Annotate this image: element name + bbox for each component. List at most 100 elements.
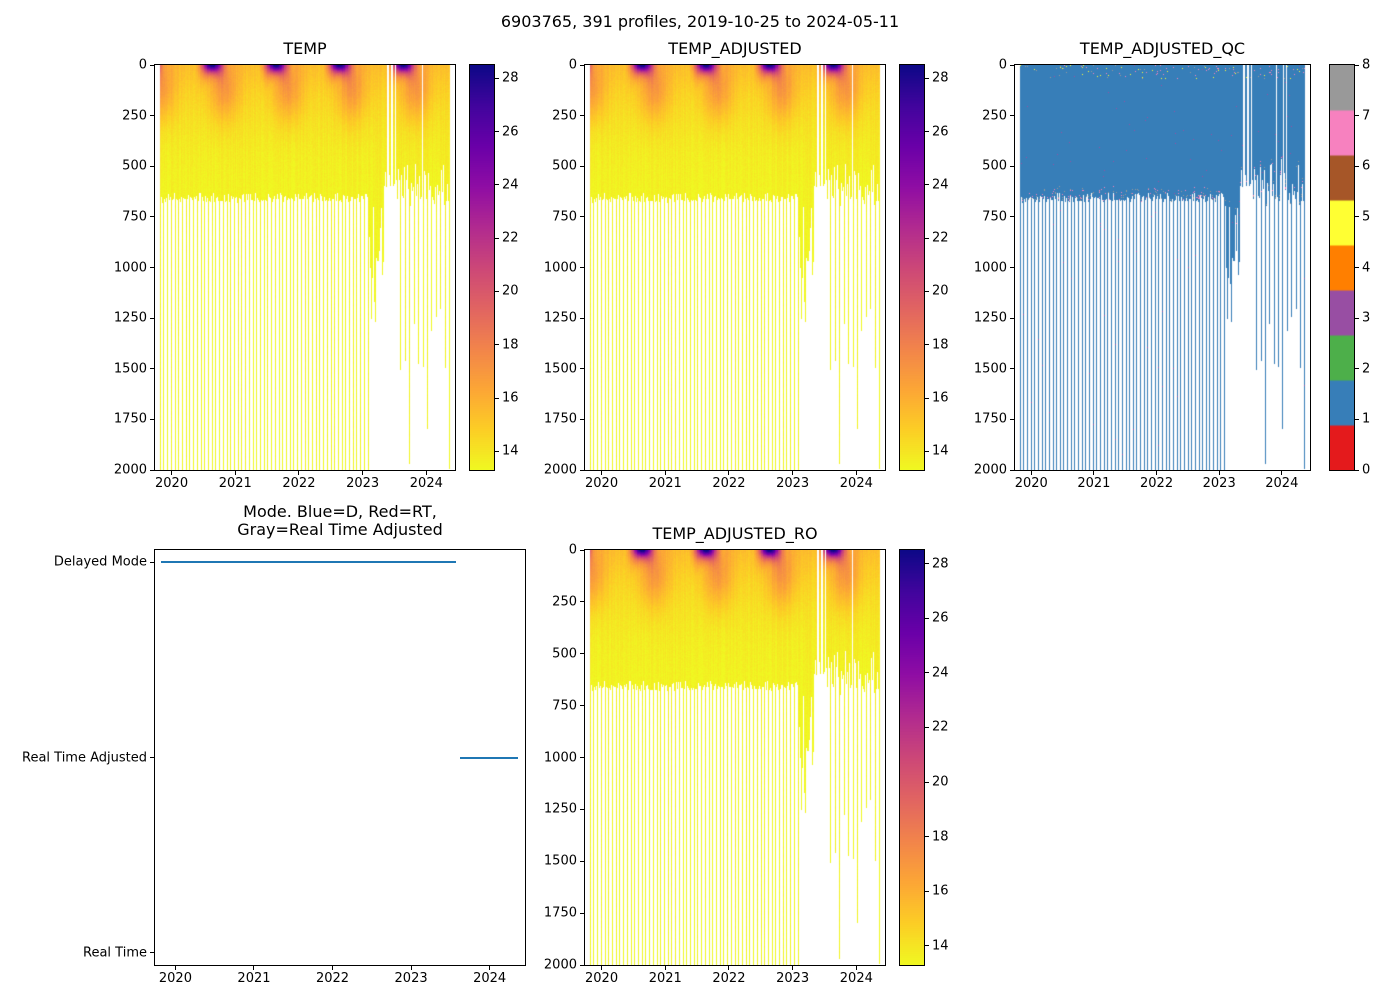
temp-adjusted-colorbar-tick-label: 22 <box>932 230 949 246</box>
mode-x-tick-label: 2023 <box>394 971 428 986</box>
temp-y-tickmark <box>150 115 154 117</box>
temp-adjusted-ro-x-tickmark <box>601 966 603 970</box>
temp-adjusted-x-tickmark <box>664 471 666 475</box>
temp-adjusted-x-tick-label: 2021 <box>648 476 682 491</box>
temp-adjusted-y-tickmark <box>580 317 584 319</box>
mode-y-tickmark <box>150 561 154 563</box>
temp-x-tick-label: 2023 <box>346 476 380 491</box>
temp-adjusted-qc-y-tick-label: 2000 <box>973 462 1007 478</box>
temp-adjusted-qc-colorbar <box>1329 64 1355 471</box>
temp-adjusted-ro-colorbar-tick-label: 28 <box>932 556 949 572</box>
temp-adjusted-colorbar-tick-label: 26 <box>932 124 949 140</box>
temp-adjusted-ro-y-tickmark <box>580 860 584 862</box>
temp-adjusted-y-tick-label: 500 <box>552 158 577 174</box>
temp-adjusted-ro-x-tick-label: 2022 <box>712 971 746 986</box>
temp-colorbar-tick-label: 16 <box>502 390 519 406</box>
temp-adjusted-colorbar-tickmark <box>925 344 929 346</box>
temp-adjusted-x-tickmark <box>855 471 857 475</box>
temp-adjusted-ro-y-tick-label: 1000 <box>543 750 577 765</box>
temp-adjusted-ro-y-tickmark <box>580 912 584 914</box>
temp-adjusted-qc-colorbar-tick-label: 7 <box>1362 108 1371 124</box>
temp-adjusted-ro-x-tickmark <box>792 966 794 970</box>
temp-y-tickmark <box>150 317 154 319</box>
temp-adjusted-ro-colorbar-tickmark <box>925 945 929 947</box>
temp-y-tick-label: 750 <box>122 209 147 225</box>
temp-adjusted-colorbar-tickmark <box>925 131 929 133</box>
temp-adjusted-x-tickmark <box>792 471 794 475</box>
temp-adjusted-qc-colorbar-tickmark <box>1355 115 1359 117</box>
temp-adjusted-qc-colorbar-tick-label: 3 <box>1362 310 1371 326</box>
temp-adjusted-ro-x-tickmark <box>855 966 857 970</box>
temp-y-tickmark <box>150 267 154 268</box>
temp-adjusted-ro-colorbar-tickmark <box>925 672 929 674</box>
temp-adjusted-qc-y-tickmark <box>1010 115 1014 117</box>
temp-colorbar <box>469 64 495 471</box>
temp-adjusted-qc-x-tick-label: 2020 <box>1014 476 1048 491</box>
temp-colorbar-tickmark <box>495 77 499 79</box>
temp-adjusted-colorbar-tickmark <box>925 397 929 399</box>
temp-adjusted-ro-heatmap-canvas <box>584 549 886 966</box>
temp-adjusted-ro-colorbar-tickmark <box>925 836 929 838</box>
temp-adjusted-y-tickmark <box>580 165 584 167</box>
temp-adjusted-qc-heatmap-canvas <box>1014 64 1311 471</box>
mode-line-real-time-adjusted <box>459 756 518 759</box>
temp-y-tickmark <box>150 216 154 218</box>
temp-adjusted-ro-y-tickmark <box>580 705 584 707</box>
temp-adjusted-ro-colorbar-tickmark <box>925 781 929 783</box>
temp-adjusted-ro-colorbar-tick-label: 26 <box>932 610 949 626</box>
temp-adjusted-y-tick-label: 1250 <box>543 310 577 326</box>
mode-x-tickmark <box>410 966 412 970</box>
temp-adjusted-qc-colorbar-tick-label: 4 <box>1362 260 1371 275</box>
temp-adjusted-qc-y-tick-label: 0 <box>998 57 1007 73</box>
mode-line-delayed-mode <box>160 561 456 564</box>
temp-adjusted-y-tickmark <box>580 469 584 471</box>
temp-adjusted-colorbar-tickmark <box>925 450 929 452</box>
mode-x-tick-label: 2020 <box>158 971 192 986</box>
temp-colorbar-tickmark <box>495 290 499 292</box>
temp-y-tick-label: 1000 <box>113 260 147 275</box>
temp-adjusted-ro-y-tickmark <box>580 964 584 966</box>
temp-adjusted-colorbar-tickmark <box>925 77 929 79</box>
temp-adjusted-colorbar-tick-label: 28 <box>932 70 949 86</box>
temp-adjusted-x-tickmark <box>601 471 603 475</box>
mode-x-tickmark <box>174 966 176 970</box>
temp-colorbar-tick-label: 22 <box>502 230 519 246</box>
temp-adjusted-qc-colorbar-tickmark <box>1355 469 1359 471</box>
temp-colorbar-tick-label: 18 <box>502 337 519 353</box>
temp-adjusted-ro-colorbar <box>899 549 925 966</box>
temp-adjusted-x-tick-label: 2020 <box>585 476 619 491</box>
temp-adjusted-qc-x-tick-label: 2024 <box>1265 476 1299 491</box>
subplot-title-temp-adjusted-ro: TEMP_ADJUSTED_RO <box>652 524 818 543</box>
mode-x-tickmark <box>332 966 334 970</box>
temp-colorbar-tick-label: 24 <box>502 177 519 193</box>
temp-adjusted-x-tick-label: 2022 <box>712 476 746 491</box>
mode-category-label: Real Time <box>83 945 147 961</box>
temp-adjusted-ro-y-tick-label: 0 <box>568 542 577 558</box>
temp-adjusted-ro-colorbar-tickmark <box>925 617 929 619</box>
temp-adjusted-qc-x-tickmark <box>1093 471 1095 475</box>
temp-adjusted-ro-colorbar-tickmark <box>925 890 929 892</box>
temp-y-tick-label: 1500 <box>113 361 147 377</box>
temp-x-tick-label: 2021 <box>218 476 252 491</box>
subplot-title-temp-adjusted: TEMP_ADJUSTED <box>668 39 802 58</box>
temp-adjusted-qc-colorbar-tickmark <box>1355 418 1359 420</box>
temp-adjusted-ro-y-tick-label: 250 <box>552 594 577 610</box>
mode-x-tick-label: 2022 <box>315 971 350 986</box>
temp-adjusted-colorbar-tickmark <box>925 237 929 239</box>
temp-colorbar-tickmark <box>495 397 499 399</box>
temp-adjusted-y-tickmark <box>580 115 584 117</box>
temp-adjusted-qc-colorbar-tick-label: 2 <box>1362 361 1371 377</box>
temp-adjusted-qc-colorbar-tick-label: 5 <box>1362 209 1371 225</box>
temp-adjusted-ro-y-tickmark <box>580 601 584 603</box>
temp-adjusted-ro-x-tick-label: 2024 <box>839 971 873 986</box>
temp-adjusted-qc-y-tick-label: 1750 <box>973 411 1007 427</box>
temp-adjusted-y-tickmark <box>580 418 584 420</box>
temp-adjusted-qc-colorbar-tick-label: 1 <box>1362 411 1371 427</box>
temp-adjusted-qc-y-tickmark <box>1010 267 1014 268</box>
temp-adjusted-ro-x-tick-label: 2021 <box>648 971 682 986</box>
temp-adjusted-ro-y-tick-label: 1500 <box>543 853 577 869</box>
temp-colorbar-tickmark <box>495 131 499 133</box>
temp-y-tickmark <box>150 418 154 420</box>
temp-x-tickmark <box>234 471 236 475</box>
